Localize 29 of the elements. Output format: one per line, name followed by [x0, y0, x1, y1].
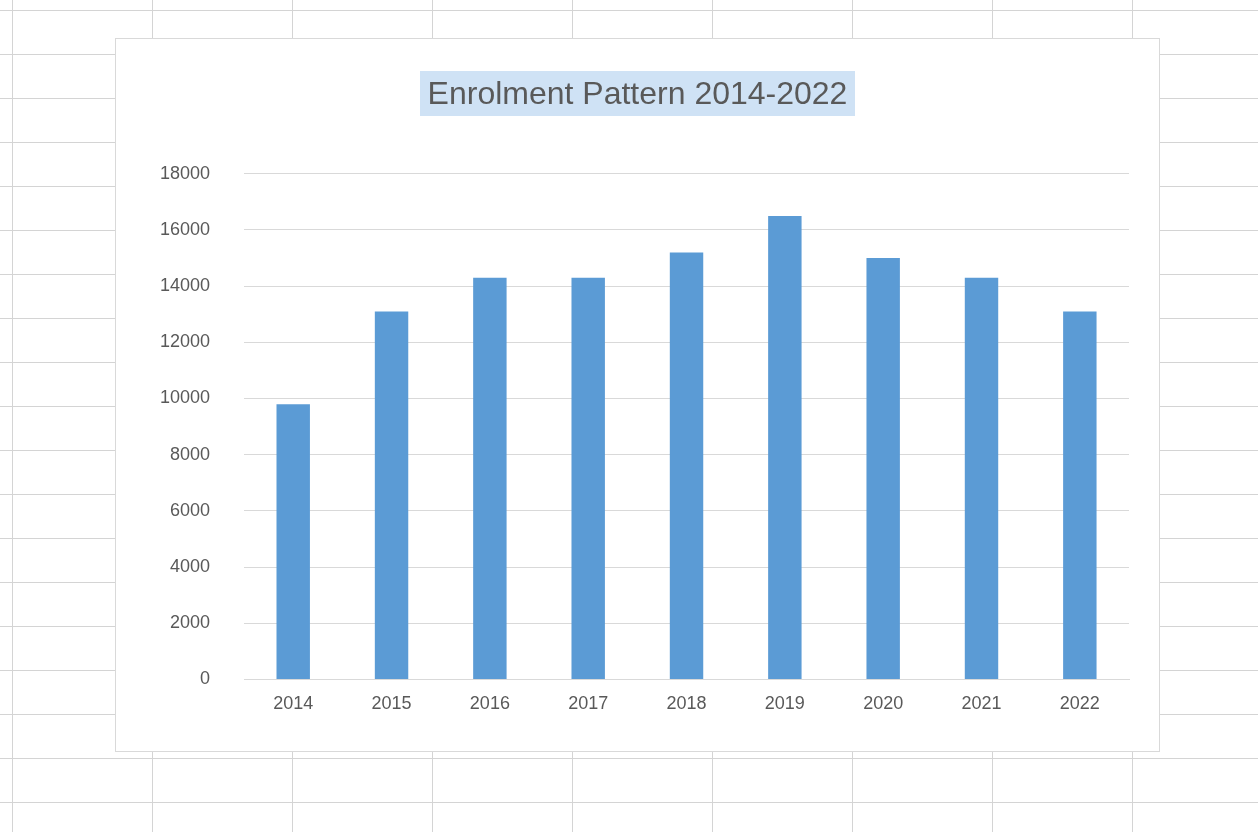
bar [571, 277, 605, 679]
x-tick-label: 2016 [469, 693, 510, 714]
bar [768, 215, 802, 679]
y-tick-label: 4000 [170, 556, 211, 577]
bar [964, 277, 999, 679]
bar [866, 258, 900, 679]
y-tick-label: 14000 [159, 275, 211, 296]
y-tick-label: 16000 [159, 218, 211, 239]
x-tick-label: 2014 [273, 693, 314, 714]
y-tick-label: 18000 [159, 162, 211, 183]
x-tick-label: 2018 [666, 693, 707, 714]
y-tick-label: 8000 [170, 443, 211, 464]
x-tick-label: 2022 [1059, 693, 1100, 714]
bar [473, 277, 507, 679]
x-tick-label: 2019 [764, 693, 805, 714]
x-tick-label: 2015 [371, 693, 412, 714]
x-tick-label: 2021 [961, 693, 1002, 714]
y-tick-label: 6000 [170, 499, 211, 520]
y-tick-label: 10000 [159, 387, 211, 408]
y-tick-label: 2000 [170, 612, 211, 633]
y-tick-label: 0 [200, 668, 211, 689]
bar [374, 311, 409, 679]
bar [1063, 311, 1097, 679]
x-tick-label: 2020 [863, 693, 904, 714]
x-tick-label: 2017 [568, 693, 609, 714]
bar [276, 404, 310, 679]
chart-title: Enrolment Pattern 2014-2022 [419, 71, 856, 116]
y-tick-label: 12000 [159, 331, 211, 352]
bar [669, 252, 704, 679]
